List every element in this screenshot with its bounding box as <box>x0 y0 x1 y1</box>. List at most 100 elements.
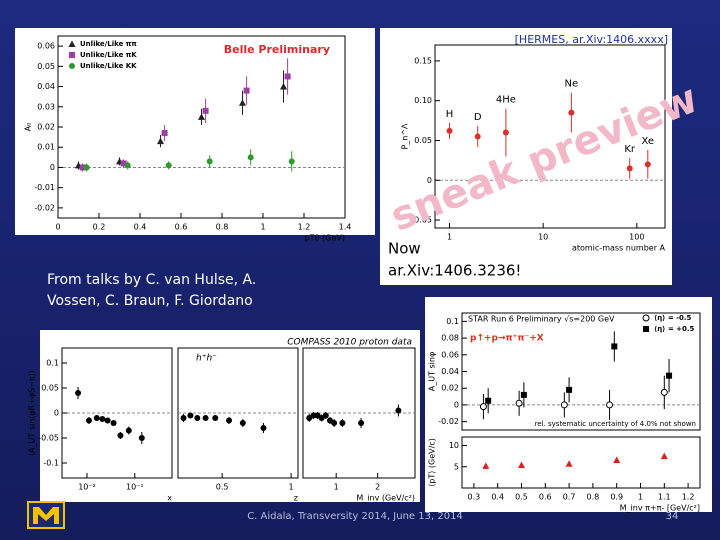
y-tick-label: 0 <box>54 409 59 418</box>
marker <box>85 417 92 424</box>
marker <box>180 415 187 421</box>
marker <box>479 403 487 411</box>
legend-marker <box>642 314 650 322</box>
x-tick-label: 0.6 <box>539 493 552 502</box>
legend-marker <box>69 52 75 58</box>
y-tick-label: 10 <box>449 441 459 450</box>
y-tick-label: 0.05 <box>41 384 59 393</box>
legend-label: Unlike/Like KK <box>80 62 137 70</box>
marker <box>157 137 164 145</box>
x-tick-label: 0.5 <box>216 483 229 492</box>
marker <box>502 129 509 136</box>
y-tick-label: 0 <box>427 176 432 185</box>
point-label: Kr <box>624 144 636 155</box>
x-tick-label: 0.8 <box>216 223 229 232</box>
legend-label: Unlike/Like ππ <box>80 40 137 48</box>
x-axis-label: atomic-mass number A <box>572 244 666 253</box>
plot-frame <box>434 44 666 229</box>
y-tick-label: 0.03 <box>37 102 55 111</box>
marker <box>110 420 117 426</box>
marker <box>83 164 90 171</box>
marker <box>206 158 213 165</box>
marker <box>239 420 246 426</box>
x-tick-label: 0.5 <box>515 493 528 502</box>
marker <box>660 388 668 396</box>
marker <box>79 164 86 171</box>
marker <box>339 420 346 426</box>
marker <box>212 415 219 421</box>
point-label: Ne <box>565 79 579 90</box>
x-tick-label: 1 <box>334 483 339 492</box>
x-tick-label: 1.4 <box>339 223 352 232</box>
marker <box>446 127 453 134</box>
marker <box>202 415 209 421</box>
marker <box>243 87 250 94</box>
title: Belle Preliminary <box>224 43 330 56</box>
legend-label: ⟨η⟩ = +0.5 <box>654 325 695 333</box>
marker <box>120 160 127 167</box>
subtitle: p↑+p→π⁺π⁻+X <box>470 334 544 344</box>
x-tick-label: 0.4 <box>134 223 147 232</box>
y-axis-label: A₀ <box>24 123 33 132</box>
marker <box>117 432 124 439</box>
x-tick-label: 0.7 <box>563 493 576 502</box>
x-tick-label: 100 <box>629 233 644 242</box>
x-tick-label: 0.4 <box>491 493 504 502</box>
panel-label: h⁺h⁻ <box>196 354 217 364</box>
marker <box>202 107 209 114</box>
marker <box>331 420 338 426</box>
marker <box>187 412 194 419</box>
now-note: Now <box>388 240 421 258</box>
marker <box>626 165 633 172</box>
marker <box>288 158 295 165</box>
now-note: ar.Xiv:1406.3236! <box>388 262 521 280</box>
marker <box>613 456 621 463</box>
marker <box>284 73 291 80</box>
marker <box>568 109 575 116</box>
x-axis-label: pT0 (GeV) <box>305 234 345 243</box>
marker <box>194 415 201 421</box>
marker <box>226 417 233 424</box>
marker <box>239 99 246 106</box>
credit: Vossen, C. Braun, F. Giordano <box>47 293 253 309</box>
marker <box>520 391 527 398</box>
y-tick-label: 0.1 <box>446 317 459 326</box>
y-tick-label: 0.05 <box>414 136 432 145</box>
y-tick-label: 0.10 <box>414 96 432 105</box>
marker <box>280 83 287 90</box>
x-tick-label: 1 <box>289 483 294 492</box>
x-tick-label: 2 <box>375 483 380 492</box>
marker <box>75 390 82 396</box>
y-tick-label: 0.02 <box>441 384 459 393</box>
y-tick-label: 0 <box>50 163 55 172</box>
x-tick-label: 10⁻¹ <box>126 483 144 492</box>
x-axis-label: x <box>167 494 172 503</box>
marker <box>358 420 365 426</box>
marker <box>565 460 573 467</box>
x-tick-label: 10 <box>538 233 548 242</box>
y-tick-label: -0.01 <box>34 183 55 192</box>
y-tick-label: 0.1 <box>46 359 59 368</box>
y-tick-label: 0.15 <box>414 56 432 65</box>
x-tick-label: 1.2 <box>298 223 311 232</box>
y-axis-label: P_n^Λ <box>401 123 410 150</box>
marker <box>322 412 329 419</box>
y-tick-label: 0.04 <box>441 367 459 376</box>
y-tick-label: 0.06 <box>37 42 55 51</box>
page-number: 34 <box>666 511 679 522</box>
logo <box>27 501 65 529</box>
legend-marker <box>69 63 75 69</box>
x-axis-label: z <box>294 494 298 503</box>
legend-label: ⟨η⟩ = -0.5 <box>654 314 692 322</box>
panel-hermes <box>380 28 672 285</box>
marker <box>138 435 145 441</box>
marker <box>124 162 131 169</box>
point-label: D <box>474 112 482 123</box>
marker <box>560 401 568 409</box>
y-tick-label: 0.02 <box>37 123 55 132</box>
x-axis-label: M_inv π+π- [GeV/c²] <box>620 504 700 513</box>
title: [HERMES, ar.Xiv:1406.xxxx] <box>515 33 668 46</box>
y-tick-label: 0.01 <box>37 143 55 152</box>
x-tick-label: 0.6 <box>175 223 188 232</box>
